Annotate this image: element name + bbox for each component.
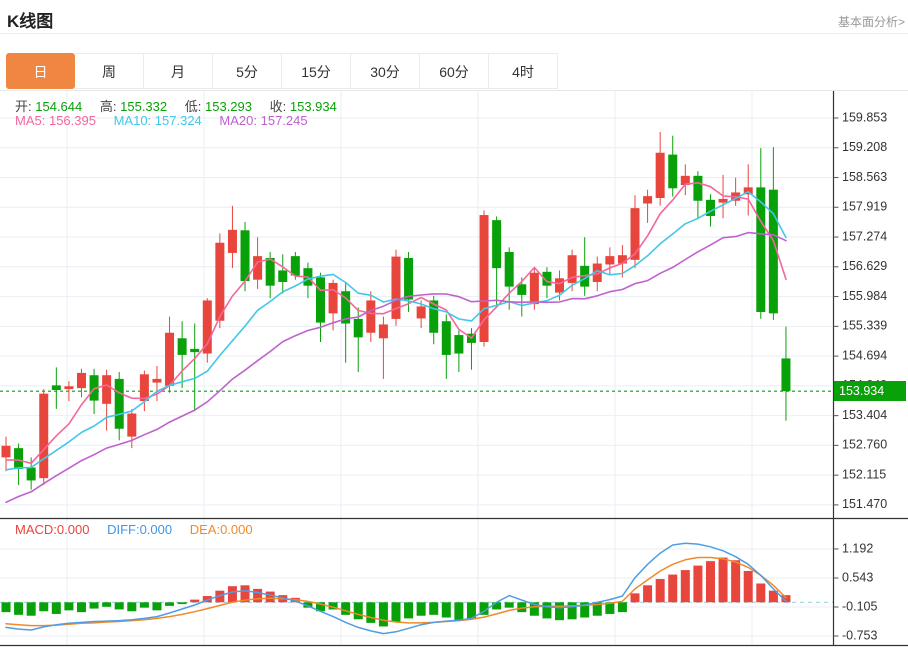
tab-15min[interactable]: 15分 <box>282 53 351 89</box>
ma-readout: MA5: 156.395 MA10: 157.324 MA20: 157.245 <box>15 113 322 128</box>
macd-label: MACD: <box>15 522 57 537</box>
header-divider <box>0 33 908 34</box>
svg-text:157.274: 157.274 <box>842 229 887 243</box>
svg-text:159.208: 159.208 <box>842 140 887 154</box>
ma20-label: MA20: <box>219 113 257 128</box>
svg-text:155.984: 155.984 <box>842 289 887 303</box>
svg-text:0.543: 0.543 <box>842 570 873 584</box>
svg-text:-0.105: -0.105 <box>842 599 877 613</box>
svg-text:1.192: 1.192 <box>842 541 873 555</box>
svg-text:154.694: 154.694 <box>842 348 887 362</box>
diff-value: 0.000 <box>139 522 173 537</box>
diff-label: DIFF: <box>107 522 140 537</box>
svg-text:155.339: 155.339 <box>842 319 887 333</box>
svg-text:156.629: 156.629 <box>842 259 887 273</box>
current-price-tag: 153.934 <box>834 381 906 401</box>
macd-value: 0.000 <box>56 522 90 537</box>
svg-text:-0.753: -0.753 <box>842 628 877 642</box>
high-value: 155.332 <box>120 99 168 114</box>
macd-readout: MACD:0.000 DIFF:0.000 DEA:0.000 <box>15 522 267 537</box>
high-label: 高: <box>99 99 117 114</box>
open-value: 154.644 <box>35 99 83 114</box>
page-title: K线图 <box>7 12 54 31</box>
ma5-value: 156.395 <box>48 113 96 128</box>
svg-text:159.853: 159.853 <box>842 110 887 124</box>
svg-text:152.760: 152.760 <box>842 438 887 452</box>
close-value: 153.934 <box>289 99 337 114</box>
open-label: 开: <box>15 99 32 114</box>
low-value: 153.293 <box>205 99 252 114</box>
svg-text:152.115: 152.115 <box>842 467 886 481</box>
tab-month[interactable]: 月 <box>144 53 213 89</box>
tabbar-bottom-border <box>0 90 908 91</box>
ma10-value: 157.324 <box>154 113 202 128</box>
tab-30min[interactable]: 30分 <box>351 53 420 89</box>
ma20-value: 157.245 <box>260 113 308 128</box>
low-label: 低: <box>184 99 202 114</box>
ma10-label: MA10: <box>113 113 152 128</box>
tab-5min[interactable]: 5分 <box>213 53 282 89</box>
tab-60min[interactable]: 60分 <box>420 53 489 89</box>
tab-week[interactable]: 周 <box>75 53 144 89</box>
ma5-label: MA5: <box>15 113 46 128</box>
dea-value: 0.000 <box>220 522 253 537</box>
fundamental-analysis-link[interactable]: 基本面分析> <box>837 15 905 29</box>
svg-text:157.919: 157.919 <box>842 200 887 214</box>
interval-tabbar: 日周月 5分 15分 30分 60分 4时 <box>6 53 558 89</box>
tab-4hour[interactable]: 4时 <box>489 53 558 89</box>
tab-day[interactable]: 日 <box>6 53 75 89</box>
dea-label: DEA: <box>189 522 221 537</box>
svg-text:158.563: 158.563 <box>842 170 887 184</box>
close-label: 收: <box>269 99 287 114</box>
svg-text:153.404: 153.404 <box>842 408 887 422</box>
ohlc-readout: 开: 154.644 高: 155.332 低: 153.293 收: 153.… <box>15 96 351 115</box>
svg-text:151.470: 151.470 <box>842 497 887 511</box>
